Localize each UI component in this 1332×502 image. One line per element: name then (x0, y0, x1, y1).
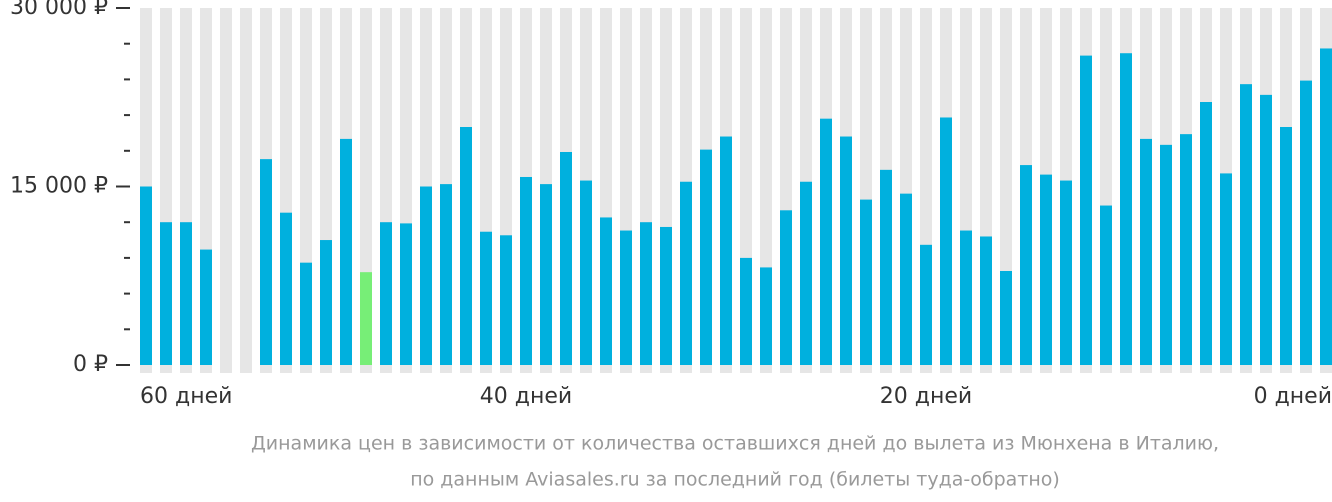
bar (1160, 144, 1172, 365)
bar (1300, 80, 1312, 365)
y-tick-label: 30 000 ₽ (10, 0, 108, 20)
bar (820, 118, 832, 365)
bar (1280, 127, 1292, 365)
bar (580, 180, 592, 365)
bar (400, 223, 412, 365)
bar (380, 222, 392, 365)
x-tick-label: 20 дней (880, 384, 972, 409)
bar (680, 181, 692, 365)
bar (980, 236, 992, 365)
bar (340, 138, 352, 365)
bar (1020, 165, 1032, 365)
bar-background (220, 8, 232, 373)
x-tick-label: 60 дней (140, 384, 232, 409)
bar (740, 257, 752, 365)
bar (460, 127, 472, 365)
bar (540, 184, 552, 365)
bar (1260, 94, 1272, 366)
bar (920, 244, 932, 365)
y-tick-label: 15 000 ₽ (10, 174, 108, 199)
bar (200, 249, 212, 365)
bar (360, 272, 372, 365)
x-tick-label: 40 дней (480, 384, 572, 409)
bar (880, 169, 892, 365)
bar (1120, 53, 1132, 365)
bar (800, 181, 812, 365)
bar (640, 222, 652, 365)
bar (1080, 55, 1092, 365)
bar (780, 210, 792, 365)
bar (720, 136, 732, 365)
bar (560, 151, 572, 365)
bar (1000, 270, 1012, 365)
bar (1180, 134, 1192, 365)
bar (940, 117, 952, 365)
bar (520, 176, 532, 365)
x-tick-label: 0 дней (1254, 384, 1332, 409)
bar (300, 262, 312, 365)
bar (860, 199, 872, 365)
bar (1220, 173, 1232, 365)
bar (180, 222, 192, 365)
bar (1060, 180, 1072, 365)
bar (1040, 174, 1052, 365)
bar (1100, 205, 1112, 365)
bar (440, 184, 452, 365)
bar (840, 136, 852, 365)
bar (600, 217, 612, 365)
bar (660, 226, 672, 365)
bar (900, 193, 912, 365)
bar-background (240, 8, 252, 373)
caption: по данным Aviasales.ru за последний год … (410, 469, 1060, 491)
bar (500, 235, 512, 365)
bar (1140, 138, 1152, 365)
bar (1240, 84, 1252, 365)
bar (260, 159, 272, 365)
bar (1320, 48, 1332, 366)
bar (960, 230, 972, 365)
bar (140, 186, 152, 365)
bar (160, 222, 172, 365)
bar (700, 149, 712, 365)
caption: Динамика цен в зависимости от количества… (251, 433, 1219, 455)
bar (480, 231, 492, 365)
bar (320, 240, 332, 365)
bar (420, 186, 432, 365)
bar (620, 230, 632, 365)
y-tick-label: 0 ₽ (73, 352, 108, 377)
bar (280, 212, 292, 365)
bar (760, 267, 772, 365)
bar (1200, 102, 1212, 365)
